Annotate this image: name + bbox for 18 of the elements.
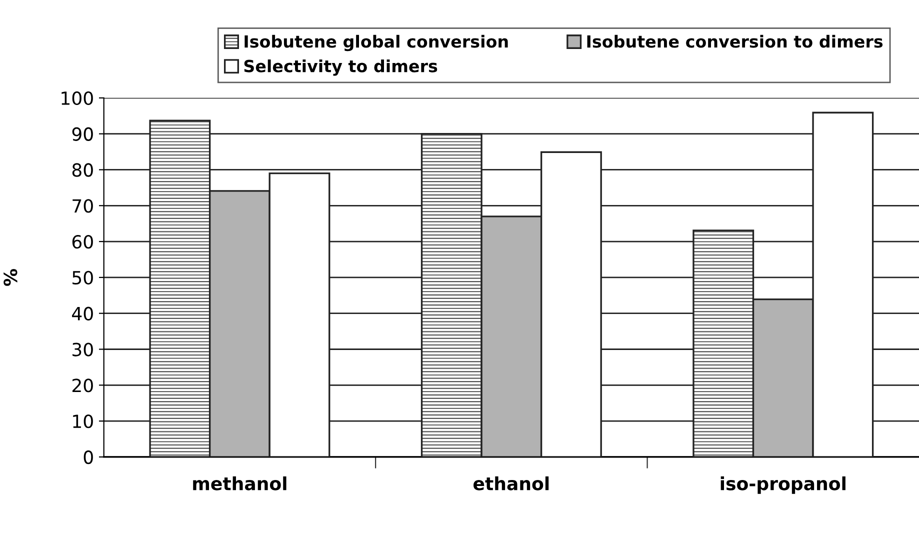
y-tick-label: 0 (84, 450, 93, 464)
x-tick-label: iso-propanol (720, 476, 846, 494)
y-tick-label: 50 (72, 270, 93, 285)
y-tick-label: 80 (72, 163, 93, 177)
legend-label: Selectivity to dimers (244, 59, 438, 76)
y-tick-label: 20 (72, 378, 93, 392)
y-axis-title: % (4, 268, 18, 286)
y-tick-label: 90 (72, 127, 93, 141)
y-tick-label: 70 (72, 199, 93, 213)
y-tick-label: 100 (62, 91, 93, 106)
y-tick-label: 10 (73, 414, 93, 428)
y-tick-label: 30 (72, 342, 93, 356)
legend-label: Isobutene conversion to dimers (587, 34, 883, 48)
x-tick-label: ethanol (474, 476, 549, 490)
y-tick-label: 40 (72, 306, 93, 320)
y-tick-label: 60 (72, 234, 93, 249)
x-tick-label: methanol (193, 476, 286, 490)
legend-label: Isobutene global conversion (244, 34, 508, 52)
